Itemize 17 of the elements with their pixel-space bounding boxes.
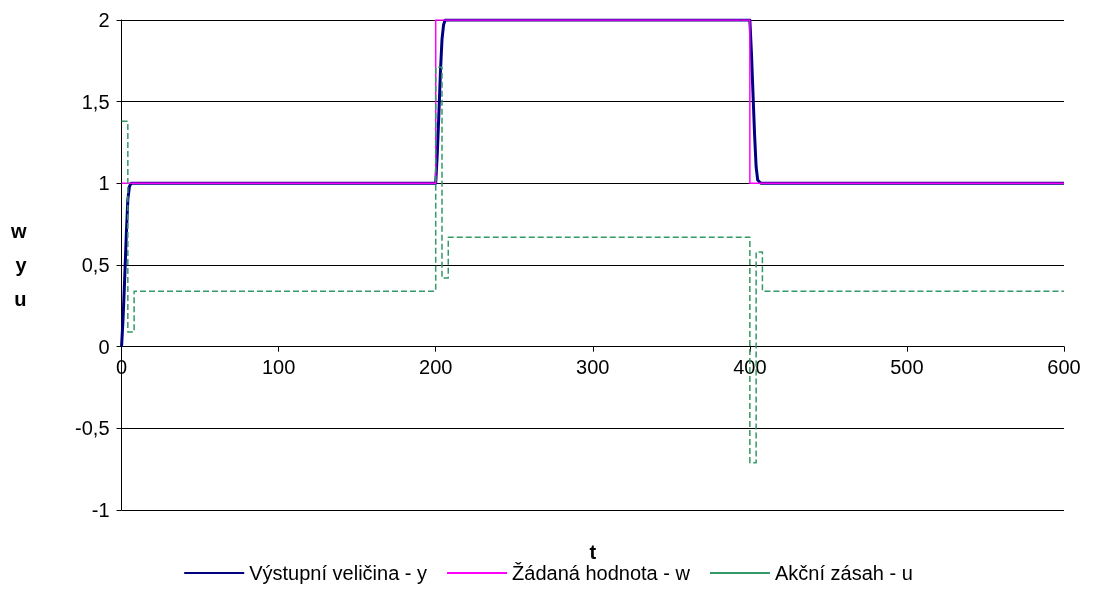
x-tick-label: 500 — [890, 355, 924, 378]
y-tick-label: 0 — [98, 335, 110, 358]
x-axis-title: t — [589, 541, 597, 563]
y-tick-label: 0,5 — [81, 254, 110, 276]
y-tick-label: -0,5 — [75, 417, 110, 440]
y-tick-label: 1 — [98, 172, 110, 195]
x-tick-label: 200 — [419, 355, 453, 378]
y-tick-label: -1 — [91, 499, 110, 521]
y-tick-label: 1,5 — [81, 90, 110, 113]
x-tick-label: 300 — [576, 355, 610, 378]
y-axis-title: w y u — [9, 220, 28, 310]
x-tick-label: 100 — [261, 355, 296, 378]
legend-label: Akční zásah - u — [774, 562, 913, 584]
y-tick-label: 2 — [98, 9, 110, 31]
legend-label: Výstupní veličina - y — [249, 562, 428, 584]
x-tick-label: 600 — [1047, 355, 1081, 378]
legend-label: Žádaná hodnota - w — [512, 562, 691, 584]
